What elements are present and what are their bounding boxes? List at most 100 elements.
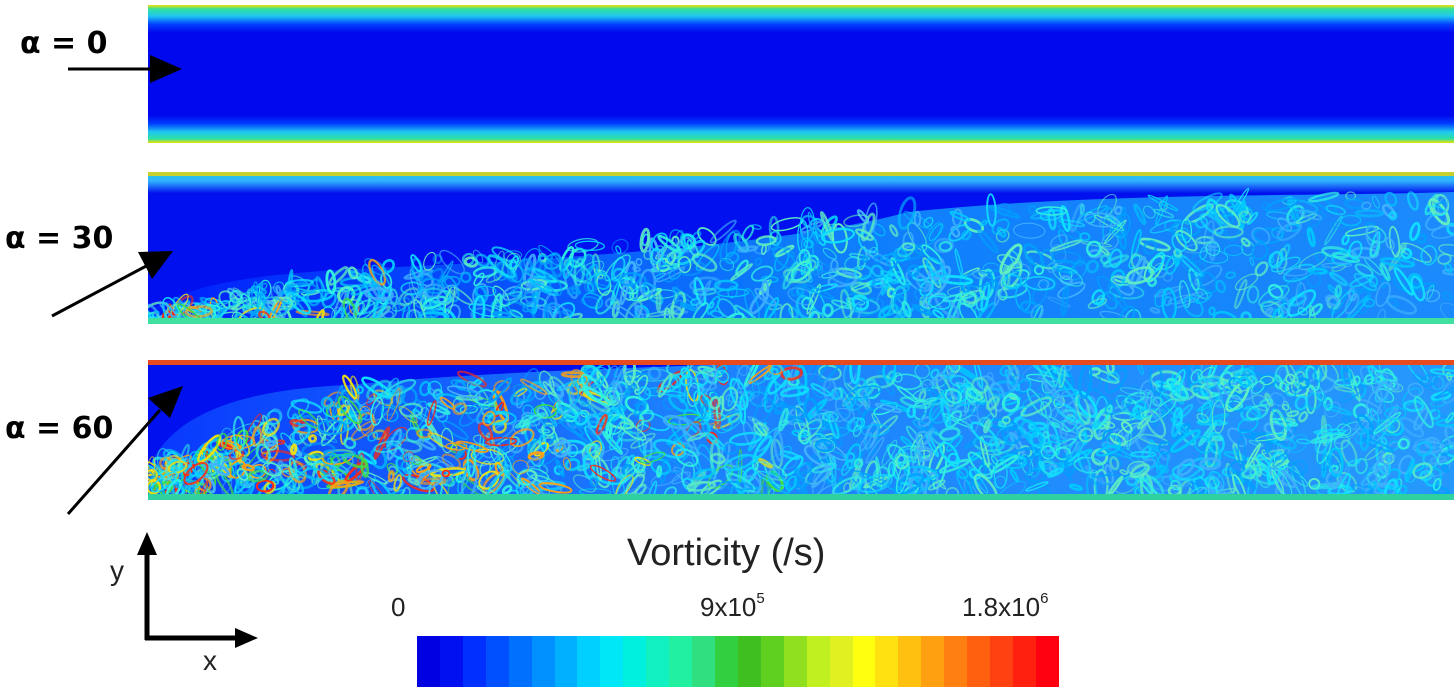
vortex-swirl	[611, 238, 629, 255]
vortex-swirl	[315, 276, 327, 300]
vortex-swirl	[407, 452, 415, 463]
vortex-swirl	[1269, 408, 1287, 442]
vortex-swirl	[439, 249, 465, 275]
vortex-swirl	[813, 437, 836, 454]
vortex-swirl	[1375, 380, 1390, 403]
vortex-swirl	[947, 452, 961, 468]
vortex-swirl	[1416, 440, 1433, 457]
vortex-swirl	[1352, 375, 1361, 387]
vortex-swirl	[747, 421, 768, 452]
vortex-swirl	[514, 412, 546, 429]
vortex-swirl	[865, 436, 885, 464]
vortex-swirl	[1355, 418, 1370, 436]
vortex-swirl	[445, 469, 467, 485]
vortex-swirl	[499, 435, 511, 452]
vortex-swirl	[1446, 222, 1454, 236]
vortex-swirl	[1057, 281, 1086, 300]
vortex-swirl	[1346, 459, 1361, 467]
vortex-swirl	[360, 458, 370, 479]
vortex-swirl	[633, 399, 648, 417]
vortex-swirl	[745, 474, 762, 494]
vortex-swirl	[1416, 233, 1427, 244]
vortex-swirl	[1393, 266, 1414, 296]
vortex-swirl	[1359, 428, 1370, 452]
vortex-swirl	[399, 402, 424, 418]
vortex-swirl	[566, 284, 580, 296]
vortex-swirl	[1351, 246, 1380, 260]
vortex-swirl	[478, 470, 500, 490]
vortex-swirl	[1107, 283, 1128, 311]
vortex-swirl	[662, 256, 671, 265]
vortex-swirl	[1238, 376, 1251, 388]
vortex-swirl	[1360, 466, 1390, 487]
vortex-swirl	[519, 378, 548, 396]
vortex-swirl	[730, 263, 754, 282]
vortex-swirl	[1307, 211, 1326, 228]
vortex-swirl	[1058, 219, 1086, 228]
vortex-swirl	[750, 265, 774, 282]
vortex-swirl	[802, 283, 835, 300]
vortex-swirl	[1252, 394, 1270, 412]
vortex-swirl	[1240, 237, 1251, 248]
vortex-swirl	[1040, 445, 1056, 460]
vortex-swirl	[781, 455, 804, 477]
vortex-swirl	[1248, 439, 1264, 447]
vortex-swirl	[1051, 259, 1077, 273]
vortex-swirl	[682, 429, 699, 457]
vortex-swirl	[1387, 478, 1398, 491]
vortex-swirl	[395, 457, 412, 478]
vortex-swirl	[262, 462, 282, 477]
vortex-swirl	[1052, 264, 1084, 287]
vortex-swirl	[1104, 395, 1132, 416]
vortex-swirl	[538, 244, 561, 266]
vortex-swirl	[482, 410, 496, 427]
vortex-swirl	[364, 287, 394, 301]
vortex-swirl	[393, 474, 403, 492]
vortex-swirl	[577, 402, 593, 434]
vortex-swirl	[422, 283, 444, 298]
vortex-swirl	[1215, 279, 1227, 294]
vortex-swirl	[850, 281, 873, 296]
vortex-swirl	[1180, 257, 1204, 280]
vortex-swirl	[1223, 244, 1244, 257]
vortex-swirl	[444, 275, 461, 288]
vortex-swirl	[977, 228, 999, 254]
vortex-swirl	[615, 245, 622, 254]
vortex-swirl	[1125, 266, 1155, 285]
vortex-swirl	[405, 426, 422, 443]
vortex-swirl	[513, 383, 531, 401]
vortex-swirl	[914, 287, 926, 301]
vortex-swirl	[677, 256, 692, 274]
vortex-swirl	[1115, 214, 1127, 251]
vortex-swirl	[846, 416, 864, 433]
vortex-swirl	[945, 434, 963, 452]
vortex-swirl	[1119, 469, 1129, 476]
vortex-swirl	[830, 259, 839, 273]
vortex-swirl	[1357, 413, 1375, 435]
vortex-swirl	[501, 484, 513, 495]
vortex-swirl	[1369, 408, 1380, 422]
vortex-swirl	[1397, 437, 1410, 450]
vortex-swirl	[1317, 455, 1331, 471]
vortex-swirl	[900, 435, 913, 447]
vortex-swirl	[1298, 209, 1323, 221]
vortex-swirl	[1254, 261, 1269, 277]
vortex-swirl	[1364, 222, 1376, 229]
vortex-swirl	[278, 280, 307, 296]
vortex-swirl	[427, 402, 451, 415]
vortex-swirl	[890, 285, 907, 315]
vortex-swirl	[1345, 225, 1379, 237]
vortex-swirl	[1381, 203, 1396, 219]
vortex-swirl	[562, 457, 572, 471]
vortex-swirl	[861, 389, 871, 411]
vortex-swirl	[1051, 251, 1082, 264]
vortex-swirl	[1004, 369, 1020, 392]
vortex-swirl	[1431, 225, 1454, 239]
vortex-swirl	[755, 235, 777, 246]
vortex-swirl	[657, 243, 688, 256]
vortex-swirl	[1191, 252, 1203, 264]
vortex-swirl	[1374, 373, 1389, 386]
colorbar-swatch	[554, 636, 578, 687]
colorbar-swatch	[577, 636, 601, 687]
vortex-swirl	[938, 240, 953, 252]
